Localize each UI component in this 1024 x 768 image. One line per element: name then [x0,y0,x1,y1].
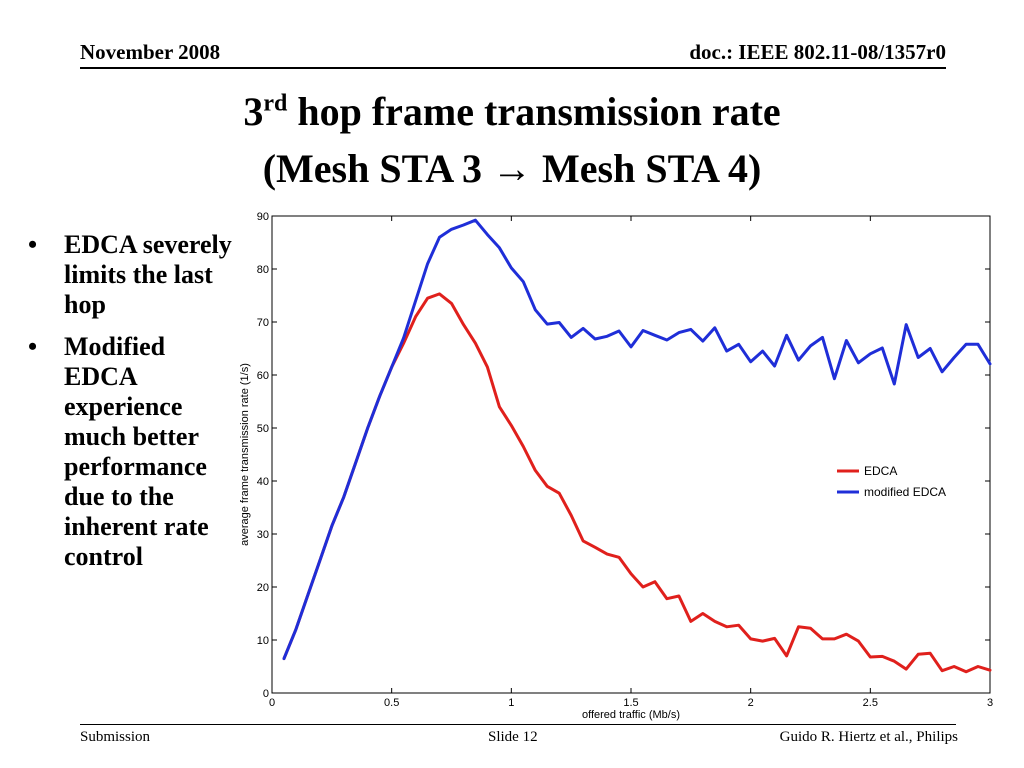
y-tick-label: 20 [257,582,269,594]
x-tick-label: 0.5 [384,697,399,709]
title-ordinal-suffix: rd [263,90,288,117]
bullet-dot-icon: • [28,230,38,259]
title-rest: hop frame transmission rate [287,89,781,134]
header-date: November 2008 [80,40,221,64]
y-tick-label: 10 [257,635,269,647]
header-doc-id: doc.: IEEE 802.11-08/1357r0 [689,40,946,64]
bullet-item: • Modified EDCA experience much better pe… [28,332,238,572]
x-axis-label: offered traffic (Mb/s) [582,709,680,721]
plot-area-frame [271,215,991,694]
slide-title-line2: (Mesh STA 3 → Mesh STA 4) [262,146,762,191]
y-tick-label: 90 [257,211,269,223]
bullet-text: Modified EDCA experience much better per… [64,332,209,571]
title-ordinal: 3 [243,89,264,134]
y-tick-label: 0 [263,688,269,700]
line-chart: 0 0.5 1 1.5 2 2.5 30102030405060708090offered … [239,211,993,721]
bullet-item: • EDCA severely limits the last hop [28,230,238,320]
y-tick-label: 40 [257,476,269,488]
slide-title-line1: 3rd hop frame transmission rate [0,88,1024,136]
footer-slide-number: Slide 12 [488,729,538,745]
bullet-text: EDCA severely limits the last hop [64,230,232,319]
x-tick-label: 2 [748,697,754,709]
x-tick-label: 3 [987,697,993,709]
x-tick-label: 1.5 [623,697,638,709]
y-tick-label: 50 [257,423,269,435]
x-tick-label: 2.5 [863,697,878,709]
bullet-dot-icon: • [28,332,38,361]
series-line-1 [282,218,992,661]
series-line-0 [282,292,992,674]
y-tick-label: 30 [257,529,269,541]
footer-author: Guido R. Hiertz et al., Philips [779,729,958,745]
legend-label-1: modified EDCA [864,485,946,499]
footer-submission: Submission [80,729,151,745]
y-axis-label: average frame transmission rate (1/s) [239,363,251,546]
header-rule [80,67,946,69]
x-tick-label: 1 [508,697,514,709]
y-tick-label: 80 [257,264,269,276]
y-tick-label: 70 [257,317,269,329]
footer-rule [80,724,956,725]
bullet-list: • EDCA severely limits the last hop • Modi… [28,230,238,584]
y-tick-label: 60 [257,370,269,382]
legend-label-0: EDCA [864,464,897,478]
x-tick-label: 0 [269,697,275,709]
